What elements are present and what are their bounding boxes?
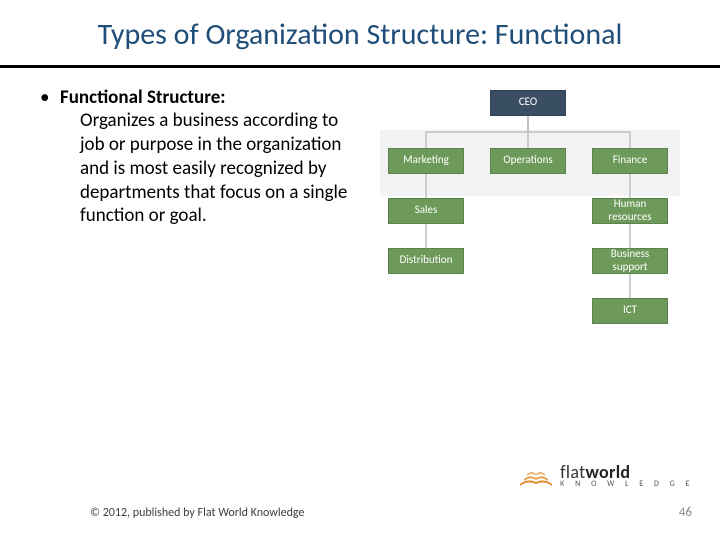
definition: Organizes a business according to job or… xyxy=(80,109,360,228)
org-node-fin: Finance xyxy=(592,148,668,174)
page-number: 46 xyxy=(679,505,692,520)
org-node-ceo: CEO xyxy=(490,90,566,116)
org-node-sales: Sales xyxy=(388,198,464,224)
publisher-logo: flatworld K N O W L E D G E xyxy=(518,462,694,490)
org-chart: CEO Marketing Operations Finance Sales Human … xyxy=(370,86,700,356)
org-node-bs: Business support xyxy=(592,248,668,274)
org-node-ops: Operations xyxy=(490,148,566,174)
org-node-mkt: Marketing xyxy=(388,148,464,174)
body-text: • Functional Structure: Organizes a busi… xyxy=(40,86,360,356)
slide-title: Types of Organization Structure: Functio… xyxy=(40,18,680,53)
bullet-marker: • xyxy=(40,86,52,229)
org-node-hr: Human resources xyxy=(592,198,668,224)
logo-knowledge: K N O W L E D G E xyxy=(560,481,694,488)
org-node-ict: ICT xyxy=(592,298,668,324)
org-node-dist: Distribution xyxy=(388,248,464,274)
term: Functional Structure: xyxy=(60,86,226,109)
copyright: © 2012, published by Flat World Knowledg… xyxy=(90,506,304,520)
book-icon xyxy=(518,462,554,490)
